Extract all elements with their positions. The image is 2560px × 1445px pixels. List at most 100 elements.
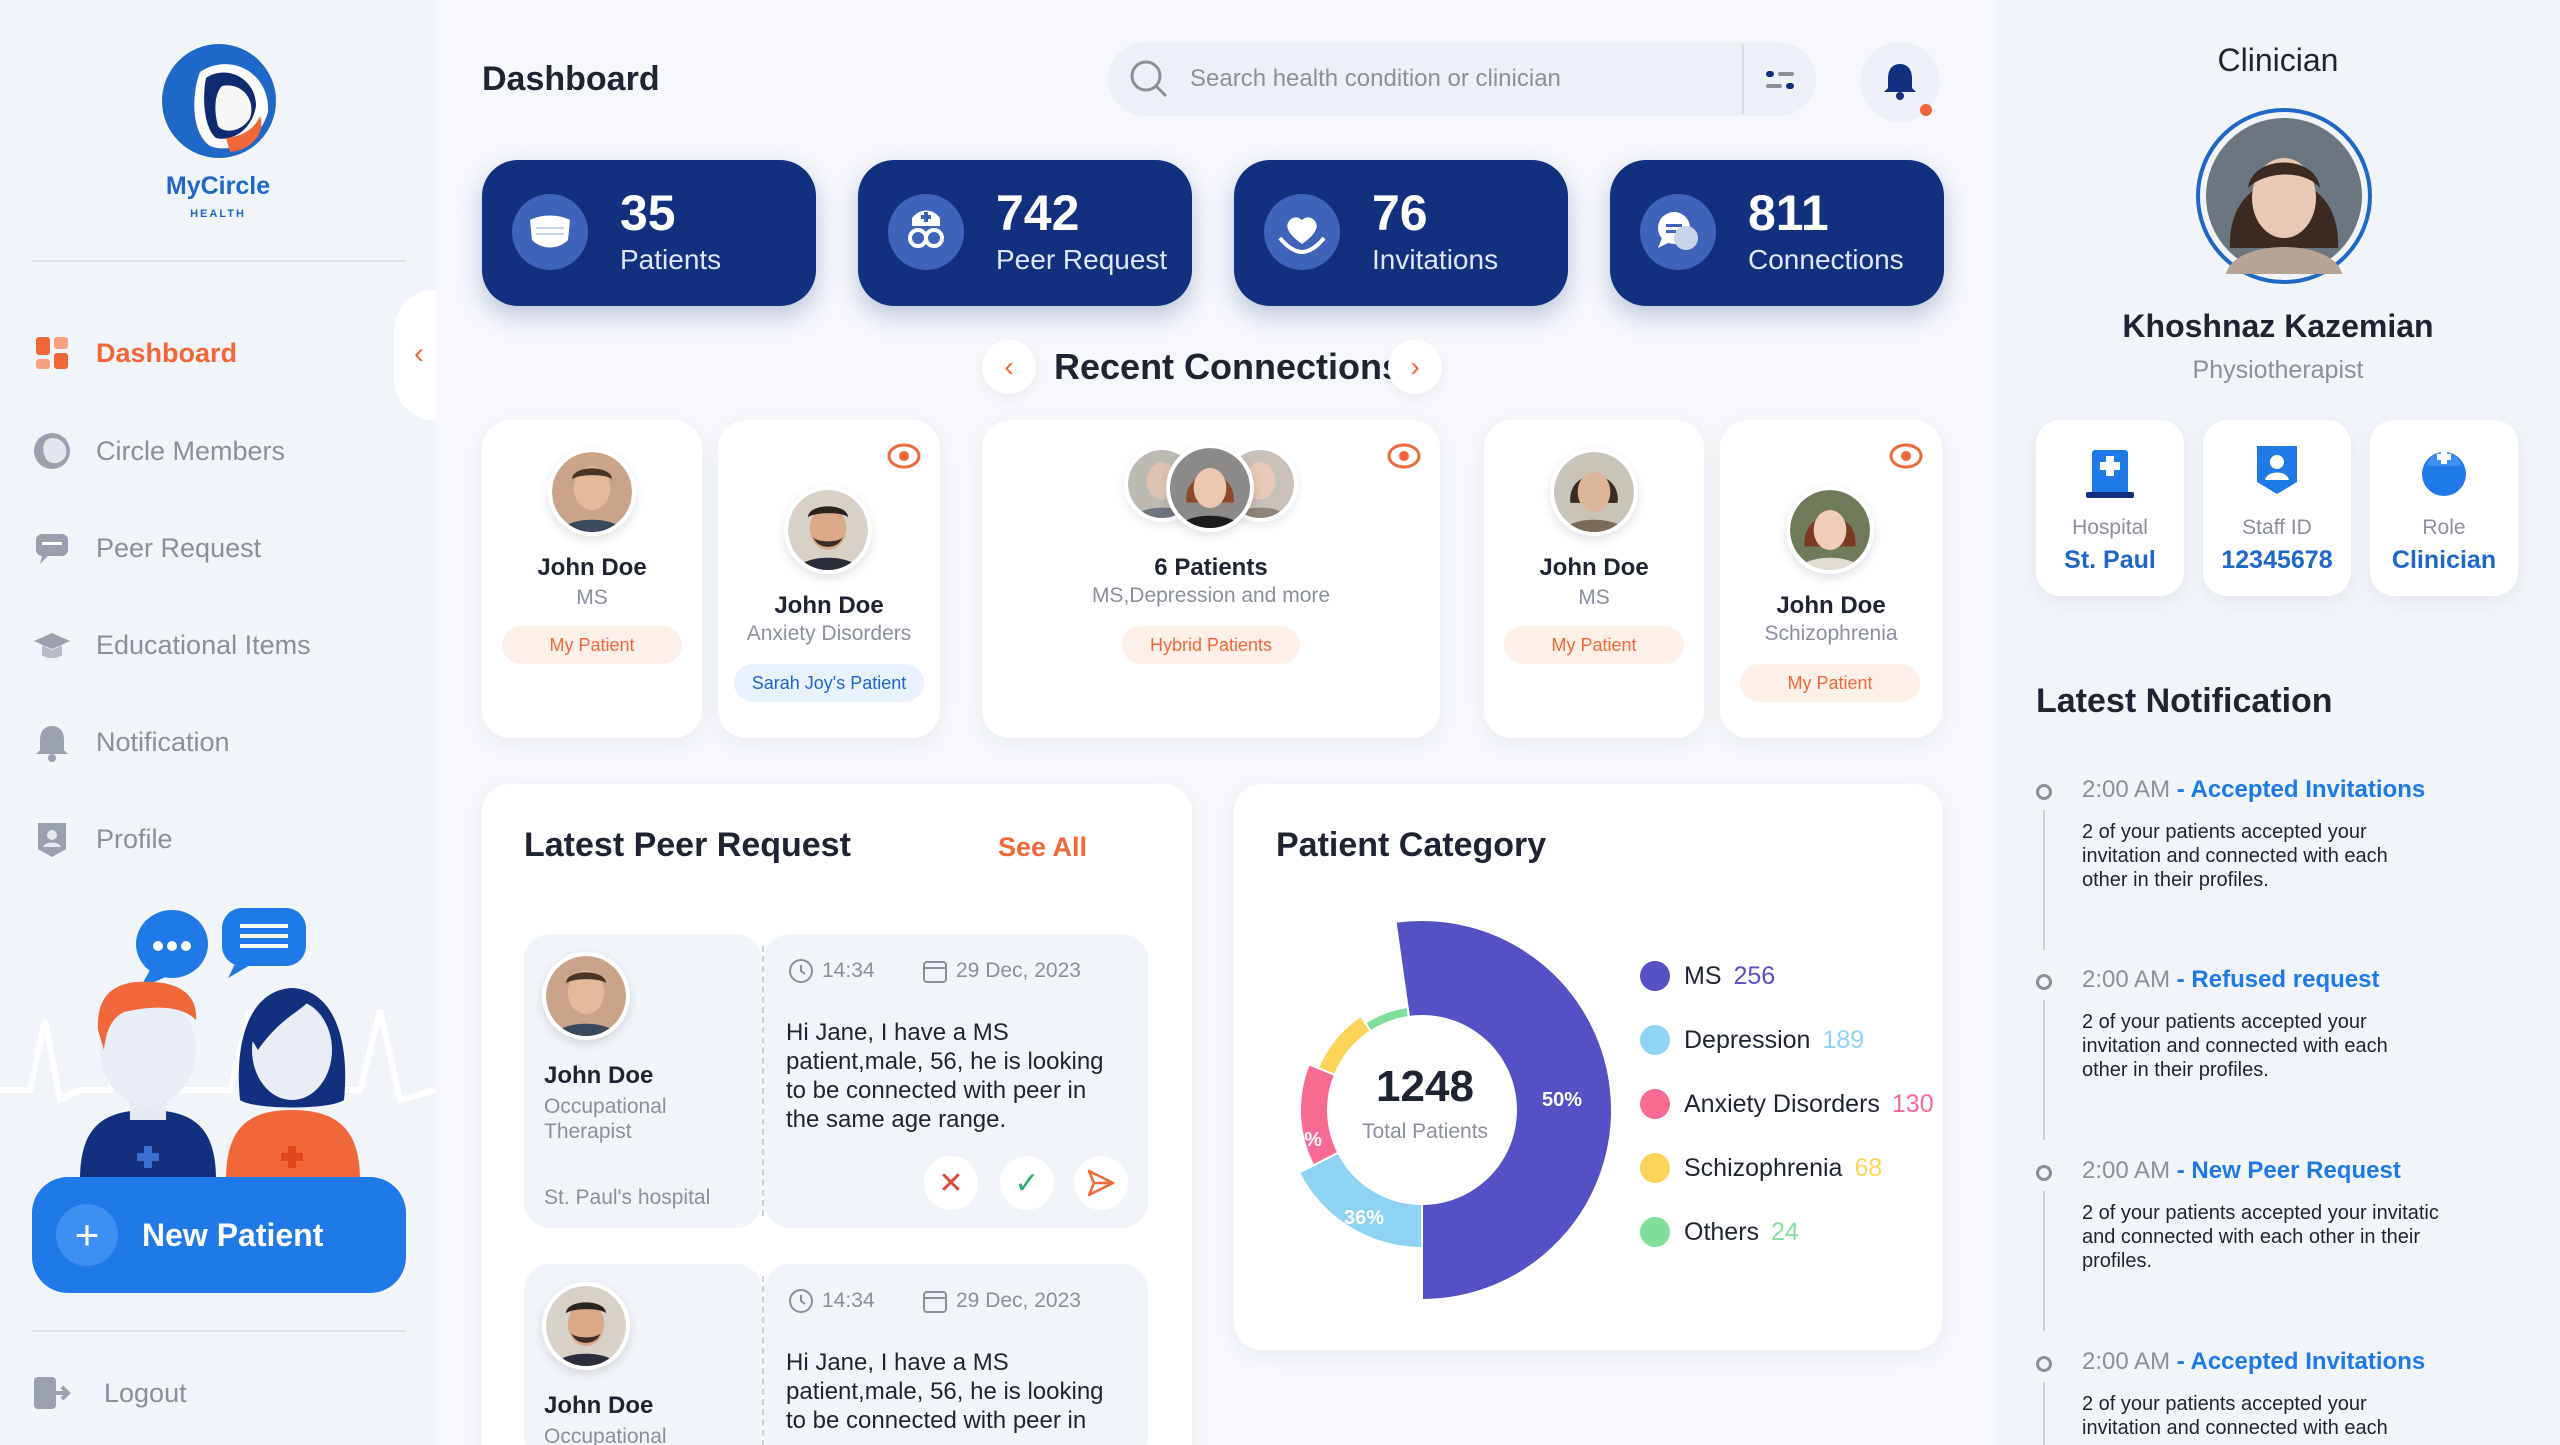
body-line: 2 of your patients accepted your: [2082, 1393, 2367, 1415]
collapse-sidebar-button[interactable]: ‹: [404, 336, 434, 372]
notification-item[interactable]: 2:00 AM - Accepted Invitations 2 of your…: [2036, 1348, 2536, 1445]
send-icon: [1087, 1169, 1115, 1197]
legend-item[interactable]: Others 24: [1640, 1214, 1799, 1250]
legend-value: 256: [1733, 961, 1776, 990]
logout-label: Logout: [104, 1377, 187, 1408]
eye-icon[interactable]: [1386, 438, 1422, 474]
new-patient-button[interactable]: + New Patient: [32, 1177, 406, 1293]
stat-card-invitations[interactable]: 76 Invitations: [1234, 160, 1568, 306]
chevron-left-icon: ‹: [1004, 351, 1014, 382]
stat-label: Patients: [620, 244, 722, 275]
info-label: Staff ID: [2242, 516, 2312, 539]
stat-label: Connections: [1748, 244, 1904, 275]
donut-slice-ms[interactable]: [1394, 919, 1613, 1300]
chevron-right-icon: ›: [1410, 351, 1420, 382]
recent-next-button[interactable]: ›: [1388, 340, 1442, 394]
stat-card-patients[interactable]: 35 Patients: [482, 160, 816, 306]
donut-percent-label: 36%: [1344, 1207, 1384, 1229]
body-line: other in their profiles.: [2082, 1059, 2269, 1081]
connection-card[interactable]: John Doe Anxiety Disorders Sarah Joy's P…: [718, 420, 940, 738]
info-card-hospital: Hospital St. Paul: [2036, 420, 2184, 596]
requester-role: Occupational: [544, 1425, 667, 1445]
connection-card[interactable]: John Doe Schizophrenia My Patient: [1720, 420, 1942, 738]
search-input[interactable]: [1190, 52, 1730, 106]
connection-card-group[interactable]: 6 Patients MS,Depression and more Hybrid…: [982, 420, 1440, 738]
body-line: 2 of your patients accepted your: [2082, 821, 2367, 843]
forward-button[interactable]: [1074, 1156, 1128, 1210]
sidebar-item-peer-request[interactable]: Peer Request: [32, 523, 402, 573]
notification-item[interactable]: 2:00 AM - Refused request 2 of your pati…: [2036, 966, 2536, 1156]
accept-button[interactable]: ✓: [1000, 1156, 1054, 1210]
new-patient-label: New Patient: [142, 1216, 324, 1253]
filter-icon[interactable]: [1758, 58, 1802, 102]
nurse-icon: [888, 194, 964, 270]
notification-title: - Accepted Invitations: [2176, 1348, 2426, 1375]
doctors-illustration: [0, 900, 437, 1180]
legend-item[interactable]: MS 256: [1640, 958, 1775, 994]
notification-time-text: 2:00 AM: [2082, 776, 2171, 803]
avatar: [1550, 448, 1638, 536]
notification-body: 2 of your patients accepted your invitat…: [2082, 1010, 2502, 1082]
recent-prev-button[interactable]: ‹: [982, 340, 1036, 394]
legend-label: Others: [1684, 1217, 1760, 1246]
logout-button[interactable]: Logout: [32, 1368, 187, 1418]
mycircle-logo[interactable]: [160, 42, 278, 160]
dashed-divider: [762, 946, 764, 1216]
body-line: profiles.: [2082, 1250, 2153, 1272]
sidebar-item-educational-items[interactable]: Educational Items: [32, 620, 402, 670]
patient-category-title: Patient Category: [1276, 826, 1547, 864]
stat-value: 35: [620, 185, 676, 241]
brand-subtitle: HEALTH: [190, 208, 246, 220]
notification-time-text: 2:00 AM: [2082, 1348, 2171, 1375]
message-line: Hi Jane, I have a MS: [786, 1349, 1009, 1376]
sidebar-item-dashboard[interactable]: Dashboard: [32, 328, 402, 378]
legend-value: 130: [1891, 1089, 1934, 1118]
body-line: and connected with each other in their: [2082, 1226, 2420, 1248]
connection-card[interactable]: John Doe MS My Patient: [1484, 420, 1704, 738]
stat-card-peer-request[interactable]: 742 Peer Request: [858, 160, 1192, 306]
stat-card-connections[interactable]: 811 Connections: [1610, 160, 1944, 306]
notification-item[interactable]: 2:00 AM - Accepted Invitations 2 of your…: [2036, 776, 2536, 966]
donut-slice-anxiety-disorders[interactable]: [1299, 1062, 1340, 1167]
info-value: 12345678: [2221, 546, 2333, 574]
eye-icon[interactable]: [886, 438, 922, 474]
dashboard-icon: [32, 333, 72, 373]
body-line: other in their profiles.: [2082, 869, 2269, 891]
stat-value: 742: [996, 185, 1080, 241]
see-all-link[interactable]: See All: [998, 832, 1088, 862]
patient-tag: My Patient: [1740, 664, 1920, 702]
connection-name: John Doe: [1776, 592, 1886, 619]
sidebar-item-label: Profile: [96, 823, 173, 854]
donut-center: [1330, 1018, 1514, 1202]
bell-icon: [32, 722, 72, 762]
donut-percent-label: 8%: [1368, 979, 1397, 1001]
legend-item[interactable]: Schizophrenia 68: [1640, 1150, 1882, 1186]
sidebar-item-notification[interactable]: Notification: [32, 717, 402, 767]
notification-item[interactable]: 2:00 AM - New Peer Request 2 of your pat…: [2036, 1157, 2536, 1347]
donut-slice-others[interactable]: [1363, 1005, 1411, 1033]
eye-icon[interactable]: [1888, 438, 1924, 474]
badge-icon: [2257, 446, 2297, 494]
recent-connections-title: Recent Connections: [1054, 346, 1403, 387]
legend-item[interactable]: Depression 189: [1640, 1022, 1864, 1058]
brand-name: MyCircle: [165, 172, 271, 200]
message-line: patient,male, 56, he is looking: [786, 1378, 1104, 1405]
legend-swatch: [1640, 1089, 1670, 1119]
requester-name: John Doe: [544, 1062, 654, 1089]
clinician-title: Clinician: [2217, 42, 2339, 78]
connection-card[interactable]: John Doe MS My Patient: [482, 420, 702, 738]
connection-name: 6 Patients: [1154, 554, 1268, 581]
notification-body: 2 of your patients accepted your invitat…: [2082, 1201, 2522, 1273]
patient-tag: Sarah Joy's Patient: [734, 664, 924, 702]
sidebar-item-profile[interactable]: Profile: [32, 814, 402, 864]
legend-item[interactable]: Anxiety Disorders 130: [1640, 1086, 1934, 1122]
avatar: [1786, 486, 1874, 574]
body-line: 2 of your patients accepted your: [2082, 1011, 2367, 1033]
request-date-text: 29 Dec, 2023: [956, 1289, 1081, 1312]
sidebar-item-circle-members[interactable]: Circle Members: [32, 426, 402, 476]
profile-icon: [32, 819, 72, 859]
connection-name: John Doe: [1539, 554, 1649, 581]
clinician-avatar[interactable]: [2196, 108, 2372, 284]
donut-slice-depression[interactable]: [1297, 1151, 1423, 1250]
reject-button[interactable]: ✕: [924, 1156, 978, 1210]
